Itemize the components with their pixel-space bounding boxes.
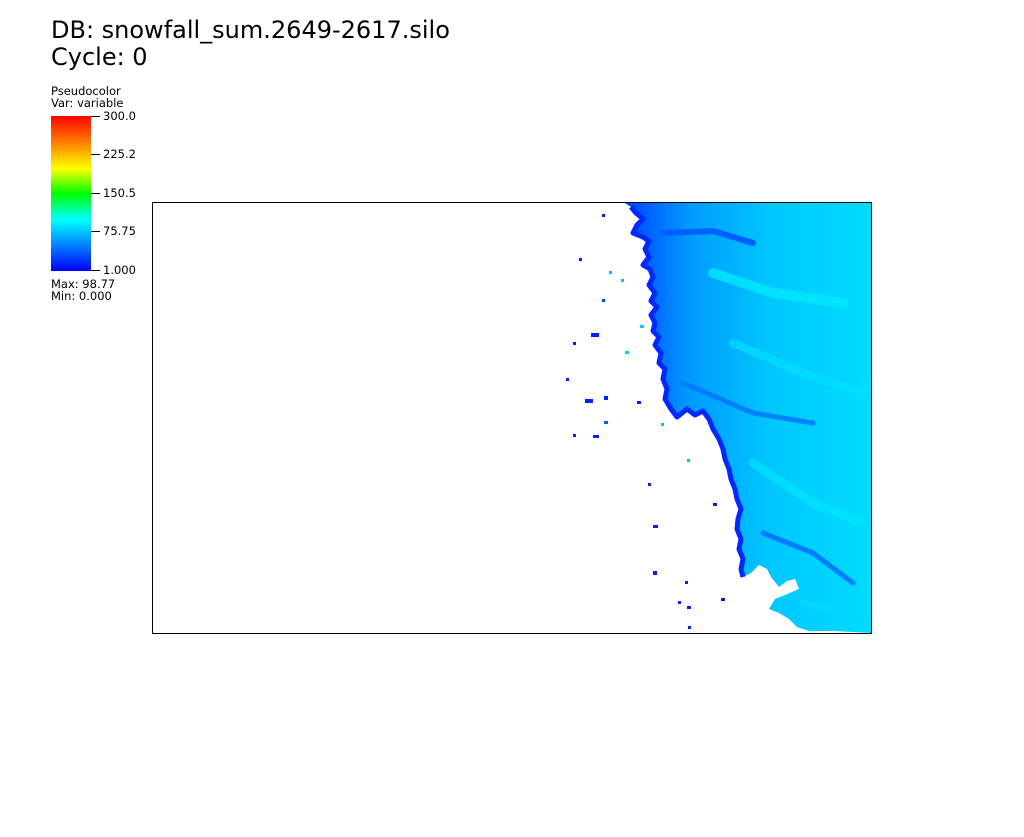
snowfall-pixel [604,421,608,424]
snowfall-pixel [604,396,608,400]
snowfall-streak [799,599,871,627]
snowfall-streak [748,458,868,528]
snowfall-pixel [573,434,576,437]
snowfall-field [566,203,871,633]
colorbar-tick [91,154,100,155]
snowfall-pixel [585,399,593,403]
snowfall-pixel [685,581,688,584]
snowfall-pixel [593,435,599,438]
snowfall-pixel [609,271,612,274]
colorbar-tick [91,116,100,117]
legend-min: Min: 0.000 [51,289,112,303]
snowfall-streak [680,380,816,426]
snowfall-pixel [721,598,725,601]
snowfall-streak [729,339,867,397]
snowfall-pixel [621,279,624,282]
colorbar-tick-label: 1.000 [103,263,136,277]
legend-max: Max: 98.77 [51,277,116,291]
colorbar-tick-label: 150.5 [103,186,136,200]
snowfall-pixel [566,378,569,381]
snowfall-pixel [640,325,644,328]
colorbar-tick-label: 225.2 [103,147,136,161]
cycle-label: Cycle: 0 [51,43,148,71]
snowfall-pixel [573,342,576,345]
snowfall-pixel [591,333,599,337]
snowfall-region [625,203,871,633]
colorbar [51,116,91,271]
snowfall-streak [708,268,848,308]
snowfall-pixel [602,299,605,302]
database-title: DB: snowfall_sum.2649-2617.silo [51,16,450,44]
plot-area [152,202,872,634]
snowfall-streak [760,530,856,586]
snowfall-pixel [661,423,664,426]
colorbar-tick-label: 75.75 [103,224,136,238]
legend-variable: Var: variable [51,96,124,110]
colorbar-tick-label: 300.0 [103,109,136,123]
snowfall-pixel [687,606,691,609]
legend-plot-type: Pseudocolor [51,84,121,98]
snowfall-pixel [653,525,658,528]
colorbar-tick [91,231,100,232]
snowfall-pixel [648,483,651,486]
colorbar-tick [91,270,100,271]
colorbar-tick [91,193,100,194]
snowfall-pixel [579,258,582,261]
snowfall-pixel [687,459,690,462]
snowfall-pixel [653,571,657,575]
snowfall-pixel [625,351,629,354]
snowfall-pixel [688,626,691,629]
snowfall-pixel [602,214,605,217]
snowfall-edge [629,205,746,578]
snowfall-pixel [713,503,717,506]
snowfall-streak [660,227,756,246]
snowfall-pixel [678,601,681,604]
snowfall-pixel [637,401,641,404]
